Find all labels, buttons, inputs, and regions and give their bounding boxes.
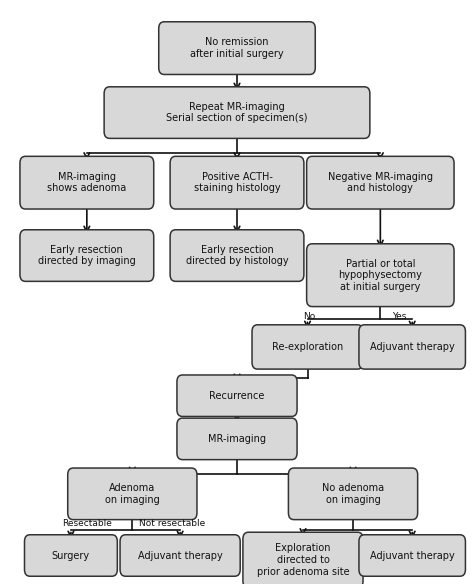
Text: No remission
after initial surgery: No remission after initial surgery xyxy=(190,37,284,59)
Text: Adjuvant therapy: Adjuvant therapy xyxy=(370,342,455,352)
Text: Yes: Yes xyxy=(392,312,407,321)
FancyBboxPatch shape xyxy=(120,535,240,576)
Text: Adenoma
on imaging: Adenoma on imaging xyxy=(105,483,160,505)
FancyBboxPatch shape xyxy=(307,244,454,307)
Text: Re-exploration: Re-exploration xyxy=(272,342,343,352)
FancyBboxPatch shape xyxy=(177,418,297,460)
Text: Early resection
directed by histology: Early resection directed by histology xyxy=(186,245,288,266)
Text: Positive ACTH-
staining histology: Positive ACTH- staining histology xyxy=(194,172,280,193)
FancyBboxPatch shape xyxy=(25,535,118,576)
FancyBboxPatch shape xyxy=(20,157,154,209)
Text: No adenoma
on imaging: No adenoma on imaging xyxy=(322,483,384,505)
Text: Partial or total
hypophysectomy
at initial surgery: Partial or total hypophysectomy at initi… xyxy=(338,259,422,292)
Text: Exploration
directed to
prior adenoma site: Exploration directed to prior adenoma si… xyxy=(256,543,349,576)
FancyBboxPatch shape xyxy=(159,22,315,75)
Text: Adjuvant therapy: Adjuvant therapy xyxy=(138,551,222,561)
FancyBboxPatch shape xyxy=(307,157,454,209)
Text: No: No xyxy=(303,312,315,321)
Text: Resectable: Resectable xyxy=(62,519,112,528)
Text: Not resectable: Not resectable xyxy=(139,519,206,528)
FancyBboxPatch shape xyxy=(243,532,363,584)
FancyBboxPatch shape xyxy=(68,468,197,520)
FancyBboxPatch shape xyxy=(170,230,304,281)
FancyBboxPatch shape xyxy=(170,157,304,209)
FancyBboxPatch shape xyxy=(20,230,154,281)
Text: Negative MR-imaging
and histology: Negative MR-imaging and histology xyxy=(328,172,433,193)
Text: MR-imaging: MR-imaging xyxy=(208,434,266,444)
Text: Surgery: Surgery xyxy=(52,551,90,561)
FancyBboxPatch shape xyxy=(288,468,418,520)
FancyBboxPatch shape xyxy=(359,535,465,576)
Text: Early resection
directed by imaging: Early resection directed by imaging xyxy=(38,245,136,266)
FancyBboxPatch shape xyxy=(177,375,297,416)
FancyBboxPatch shape xyxy=(359,325,465,369)
Text: Repeat MR-imaging
Serial section of specimen(s): Repeat MR-imaging Serial section of spec… xyxy=(166,102,308,123)
Text: Recurrence: Recurrence xyxy=(210,391,264,401)
Text: MR-imaging
shows adenoma: MR-imaging shows adenoma xyxy=(47,172,127,193)
FancyBboxPatch shape xyxy=(252,325,363,369)
Text: Adjuvant therapy: Adjuvant therapy xyxy=(370,551,455,561)
FancyBboxPatch shape xyxy=(104,87,370,138)
